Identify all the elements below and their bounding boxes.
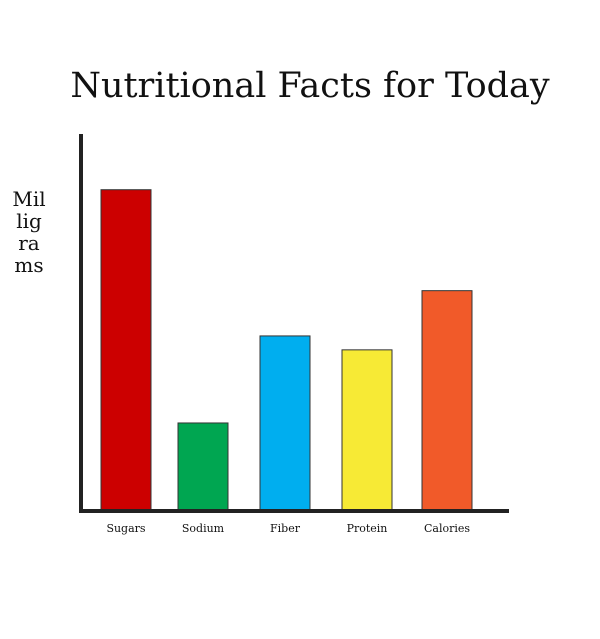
y-axis-label: Milligrams (12, 187, 46, 277)
x-tick-label-sugars: Sugars (106, 522, 145, 535)
x-tick-label-protein: Protein (347, 522, 388, 535)
bar-fiber (259, 335, 311, 511)
category-labels: Sugars Sodium Fiber Protein Calories (106, 522, 470, 535)
chart-title: Nutritional Facts for Today (70, 66, 550, 106)
bar-sugars (100, 189, 152, 511)
x-tick-label-sodium: Sodium (182, 522, 225, 535)
bar-calories (421, 290, 473, 511)
bar-protein (341, 349, 393, 511)
x-tick-label-calories: Calories (424, 522, 470, 535)
x-tick-label-fiber: Fiber (270, 522, 301, 535)
bar-sodium (177, 422, 229, 511)
bars-group (100, 189, 473, 511)
